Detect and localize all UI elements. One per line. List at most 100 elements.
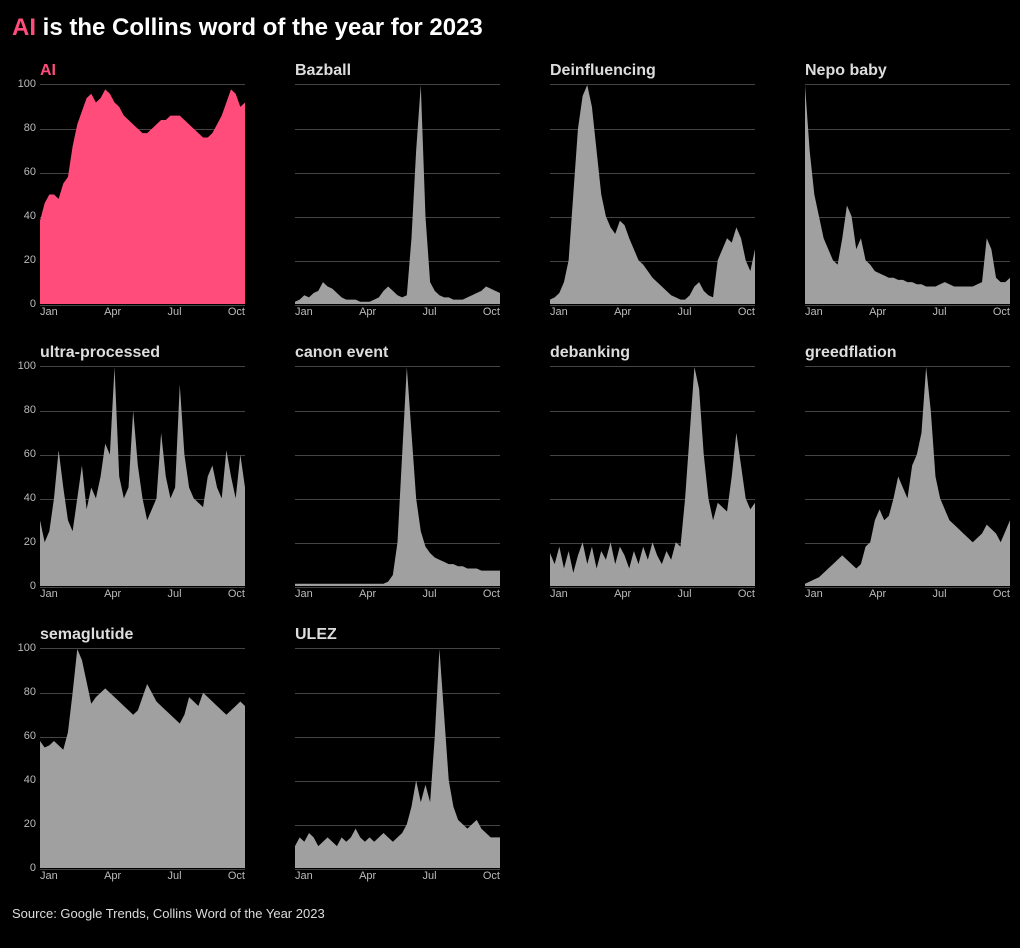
x-tick: Jan [295,306,313,318]
panel-semaglutide: semaglutide020406080100JanAprJulOct [10,626,245,882]
gridline [295,305,500,306]
small-multiples-grid: AI020406080100JanAprJulOctBazballJanAprJ… [10,62,1010,882]
y-tick: 80 [24,404,36,416]
area-chart [805,367,1010,586]
x-tick: Apr [614,588,631,600]
area-fill [550,85,755,304]
chart-wrap: 020406080100 [10,648,245,868]
chart-area [295,366,500,586]
chart-wrap [775,366,1010,586]
x-tick: Jan [40,306,58,318]
y-tick: 0 [30,862,36,874]
x-tick: Apr [869,588,886,600]
x-tick: Jul [678,588,692,600]
area-chart [295,367,500,586]
chart-wrap: 020406080100 [10,366,245,586]
gridline [550,587,755,588]
x-tick: Jan [550,306,568,318]
panel-debanking: debankingJanAprJulOct [520,344,755,600]
x-tick: Jul [678,306,692,318]
x-tick: Oct [993,588,1010,600]
y-axis: 020406080100 [10,366,40,586]
chart-area [40,84,245,304]
gridline [805,305,1010,306]
x-tick: Apr [104,870,121,882]
area-chart [550,85,755,304]
chart-wrap: 020406080100 [10,84,245,304]
x-tick: Oct [483,306,500,318]
title-rest: is the Collins word of the year for 2023 [36,14,483,41]
chart-area [550,366,755,586]
chart-wrap [265,366,500,586]
panel-bazball: BazballJanAprJulOct [265,62,500,318]
y-axis [520,366,550,586]
y-tick: 100 [18,642,36,654]
y-tick: 60 [24,448,36,460]
panel-deinfluencing: DeinfluencingJanAprJulOct [520,62,755,318]
panel-title: debanking [550,344,755,362]
y-tick: 60 [24,730,36,742]
chart-wrap [775,84,1010,304]
y-axis [775,84,805,304]
area-fill [295,367,500,586]
gridline [40,305,245,306]
chart-title: AI is the Collins word of the year for 2… [12,14,1010,42]
gridline [550,305,755,306]
x-tick: Jan [40,588,58,600]
area-fill [295,85,500,304]
x-tick: Jan [805,306,823,318]
panel-title: greedflation [805,344,1010,362]
panel-ultra-processed: ultra-processed020406080100JanAprJulOct [10,344,245,600]
x-tick: Jul [423,306,437,318]
y-axis: 020406080100 [10,648,40,868]
x-tick: Oct [483,870,500,882]
chart-area [40,366,245,586]
gridline [295,587,500,588]
y-axis [265,648,295,868]
x-tick: Jul [423,870,437,882]
x-tick: Apr [614,306,631,318]
y-tick: 100 [18,360,36,372]
panel-title: Deinfluencing [550,62,755,80]
area-chart [40,85,245,304]
x-tick: Apr [359,306,376,318]
panel-ai: AI020406080100JanAprJulOct [10,62,245,318]
x-tick: Jan [295,588,313,600]
area-fill [40,89,245,304]
x-tick: Jan [295,870,313,882]
x-tick: Jul [933,306,947,318]
x-axis: JanAprJulOct [295,868,500,882]
chart-area [805,84,1010,304]
x-tick: Apr [104,306,121,318]
y-tick: 60 [24,166,36,178]
chart-area [40,648,245,868]
x-axis: JanAprJulOct [40,304,245,318]
y-axis [265,366,295,586]
x-tick: Oct [993,306,1010,318]
panel-title: Nepo baby [805,62,1010,80]
x-tick: Oct [228,870,245,882]
x-tick: Apr [104,588,121,600]
chart-wrap [265,84,500,304]
chart-area [295,648,500,868]
area-chart [295,85,500,304]
y-tick: 40 [24,774,36,786]
panel-greedflation: greedflationJanAprJulOct [775,344,1010,600]
x-tick: Apr [869,306,886,318]
panel-nepo-baby: Nepo baby Jan Apr Jul Oct [775,62,1010,318]
x-axis: JanAprJulOct [550,304,755,318]
chart-wrap [520,84,755,304]
y-tick: 20 [24,254,36,266]
x-tick: Jan [550,588,568,600]
panel-title: canon event [295,344,500,362]
y-tick: 20 [24,536,36,548]
panel-canon-event: canon eventJanAprJulOct [265,344,500,600]
y-tick: 40 [24,210,36,222]
panel-title: AI [40,62,245,80]
x-tick: Apr [359,588,376,600]
x-axis: JanAprJulOct [550,586,755,600]
area-fill [805,85,1010,304]
gridline [295,869,500,870]
x-axis: Jan Apr Jul Oct [805,304,1010,318]
area-fill [550,367,755,586]
